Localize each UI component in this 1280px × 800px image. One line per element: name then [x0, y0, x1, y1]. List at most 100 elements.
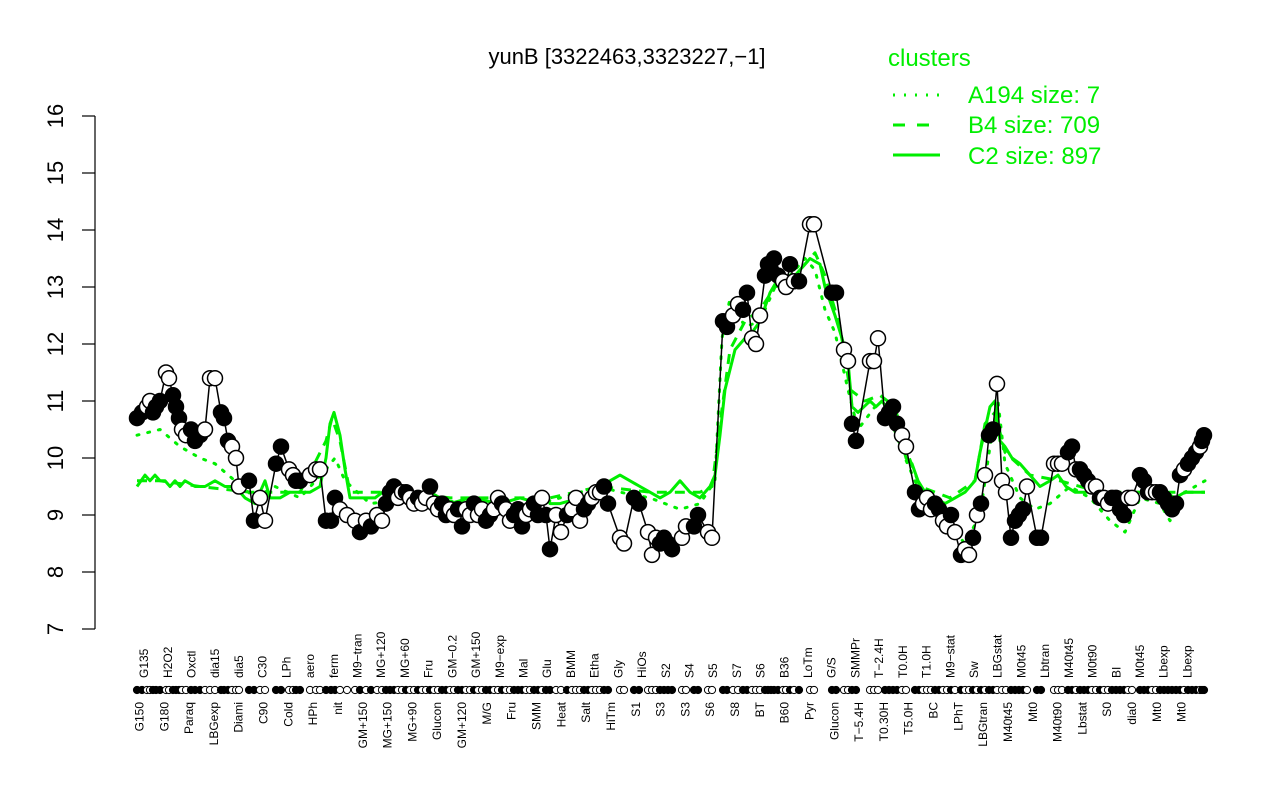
- x-tick-label: dia15: [208, 648, 222, 678]
- x-tick-label: S2: [659, 663, 673, 678]
- x-tick-label: BC: [927, 702, 941, 719]
- data-point: [997, 483, 1015, 501]
- data-point: [311, 461, 329, 478]
- x-tick-label: Mt0: [1026, 702, 1040, 722]
- x-tick-label: Mt0: [1150, 702, 1164, 722]
- data-point: [689, 506, 707, 524]
- x-tick-label: Oxctl: [185, 651, 199, 678]
- cluster-line-solid: [135, 257, 1205, 506]
- cluster-lines: [135, 251, 1207, 545]
- data-point: [964, 529, 982, 547]
- x-tick-label: H2O2: [161, 646, 175, 678]
- data-point: [781, 255, 799, 273]
- data-point: [1018, 478, 1036, 495]
- y-tick-label: 8: [43, 566, 68, 578]
- x-tick-label: C90: [257, 702, 271, 724]
- y-tick-label: 9: [43, 509, 68, 521]
- data-point: [988, 375, 1006, 393]
- x-tick-label: T1.0H: [920, 645, 934, 678]
- x-tick-label: M9−tran: [351, 634, 365, 678]
- y-tick-label: 12: [43, 332, 68, 356]
- x-tick-label: S6: [754, 663, 768, 678]
- x-tick-label: Gly: [611, 660, 625, 678]
- y-axis: 7 8 9 10 11 12 13 14 15 16: [43, 104, 96, 635]
- data-point: [251, 489, 269, 507]
- legend-entry-c2: C2 size: 897: [968, 143, 1101, 170]
- y-tick-label: 15: [43, 161, 68, 185]
- data-point: [942, 506, 960, 524]
- data-point: [160, 369, 178, 387]
- x-tick-label: Mal: [516, 659, 530, 678]
- data-point: [630, 495, 648, 512]
- x-tick-label: T5.0H: [902, 702, 916, 735]
- x-tick-label: Lbstat: [1075, 701, 1089, 734]
- data-point: [421, 478, 439, 495]
- x-tick-label: Salt: [579, 701, 593, 722]
- data-point: [946, 523, 964, 541]
- data-point: [227, 449, 245, 467]
- x-tick-label: MG+150: [381, 702, 395, 749]
- data-point: [869, 330, 887, 347]
- x-tick-label: T0.30H: [877, 702, 891, 741]
- x-tick-label: G150: [132, 702, 146, 732]
- data-point: [972, 495, 990, 512]
- x-tick-label: S8: [728, 702, 742, 717]
- x-tick-label: Lbtran: [1038, 644, 1052, 678]
- x-tick-label: ferm: [327, 654, 341, 678]
- y-tick-label: 11: [43, 390, 68, 413]
- x-tick-label: Diami: [232, 702, 246, 733]
- data-point: [240, 472, 258, 490]
- data-point: [1195, 426, 1213, 444]
- data-point: [196, 421, 214, 438]
- data-point: [453, 518, 471, 535]
- data-point: [599, 495, 617, 512]
- data-point: [847, 432, 865, 450]
- x-tick-label: B36: [777, 656, 791, 678]
- x-tick-label: LBGstat: [991, 634, 1005, 678]
- data-point: [843, 415, 861, 433]
- x-tick-label: M0t45: [1014, 644, 1028, 678]
- x-tick-label: Heat: [554, 701, 568, 727]
- x-tick-label: T−2.4H: [872, 638, 886, 678]
- x-tick-label: Fru: [422, 660, 436, 678]
- x-tick-label: GM+150: [356, 702, 370, 749]
- x-tick-label: Glucon: [827, 702, 841, 740]
- legend-entry-a194: A194 size: 7: [968, 82, 1100, 109]
- x-tick-label: SMMPr: [848, 638, 862, 678]
- x-tick-label: Pyr: [802, 702, 816, 720]
- x-tick-label: GM+120: [455, 702, 469, 749]
- x-tick-label: MG+120: [374, 631, 388, 678]
- data-point: [839, 352, 857, 370]
- x-tick-label: M9−stat: [943, 634, 957, 678]
- data-point: [595, 478, 613, 495]
- data-point: [1032, 529, 1050, 547]
- data-point: [206, 369, 224, 387]
- x-tick-label: Mt0: [1175, 702, 1189, 722]
- x-tick-label: S1: [629, 702, 643, 717]
- x-tick-label: dia5: [232, 655, 246, 678]
- y-tick-label: 10: [43, 446, 68, 470]
- x-tick-label: HPh: [306, 702, 320, 725]
- x-tick-label: Lbexp: [1157, 645, 1171, 678]
- x-tick-label: G/S: [825, 657, 839, 678]
- x-tick-label: Sw: [967, 661, 981, 678]
- data-point: [533, 489, 551, 507]
- x-tick-label: BT: [753, 701, 767, 717]
- y-tick-label: 16: [43, 104, 68, 128]
- x-tick-label: LBGtran: [976, 702, 990, 747]
- data-point: [322, 512, 340, 529]
- data-point: [1167, 495, 1185, 512]
- data-point: [984, 421, 1002, 438]
- x-tick-label: S4: [682, 663, 696, 678]
- x-tick-label: LPh: [279, 657, 293, 678]
- x-tick-label: T−5.4H: [852, 702, 866, 742]
- x-tick-label: M0t45: [1133, 644, 1147, 678]
- data-point: [1002, 529, 1020, 547]
- x-tick-label: S3: [678, 702, 692, 717]
- x-tick-label: M40t90: [1051, 702, 1065, 742]
- data-point: [215, 409, 233, 427]
- data-point: [738, 284, 756, 301]
- x-tick-label: LPhT: [951, 701, 965, 730]
- x-tick-label: M40t45: [1062, 638, 1076, 678]
